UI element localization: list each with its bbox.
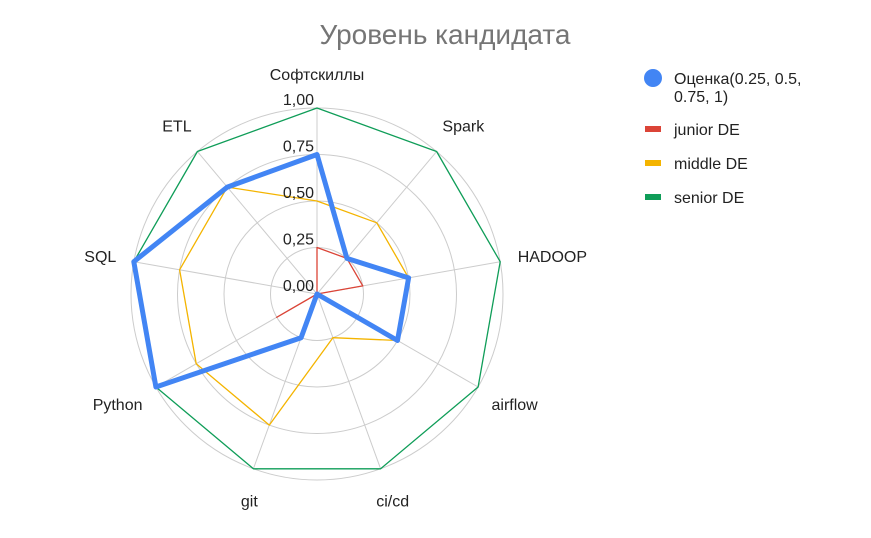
legend-label: middle DE [674, 156, 748, 173]
legend: Оценка(0.25, 0.5, 0.75, 1) junior DE middle… [644, 69, 801, 207]
legend-label: senior DE [674, 190, 744, 207]
legend-marker [645, 160, 661, 166]
legend-marker [645, 126, 661, 132]
tick-label: 0,00 [283, 278, 314, 295]
series-line-3 [133, 107, 501, 470]
series-layer [131, 107, 501, 470]
series-line-0 [131, 152, 412, 390]
legend-label: Оценка(0.25, 0.5, 0.75, 1) [674, 71, 801, 106]
grid-spoke [133, 261, 318, 295]
category-label: Софтскиллы [270, 67, 365, 84]
tick-label: 0,25 [283, 232, 314, 249]
category-label: ci/cd [376, 494, 409, 511]
category-labels: Софтскиллы Spark HADOOP airflow ci/cd git Pyth… [84, 67, 587, 511]
grid-spoke [316, 293, 382, 469]
legend-item: junior DE [645, 122, 740, 139]
tick-label: 1,00 [283, 92, 314, 109]
grid-spoke [197, 151, 318, 295]
category-label: HADOOP [518, 249, 587, 266]
legend-marker [645, 194, 661, 200]
tick-label: 0,75 [283, 139, 314, 156]
legend-item: senior DE [645, 190, 744, 207]
chart-title: Уровень кандидата [320, 19, 571, 50]
category-label: Python [93, 397, 143, 414]
category-label: ETL [162, 119, 191, 136]
legend-item: Оценка(0.25, 0.5, 0.75, 1) [644, 69, 801, 106]
series-line-2 [178, 186, 410, 426]
legend-marker [644, 69, 662, 87]
category-label: SQL [84, 249, 116, 266]
category-label: Spark [442, 119, 485, 136]
legend-item: middle DE [645, 156, 748, 173]
tick-labels: 0,00 0,25 0,50 0,75 1,00 [283, 92, 314, 295]
legend-label: junior DE [673, 122, 740, 139]
category-label: airflow [492, 397, 539, 414]
tick-label: 0,50 [283, 185, 314, 202]
category-label: git [241, 494, 258, 511]
